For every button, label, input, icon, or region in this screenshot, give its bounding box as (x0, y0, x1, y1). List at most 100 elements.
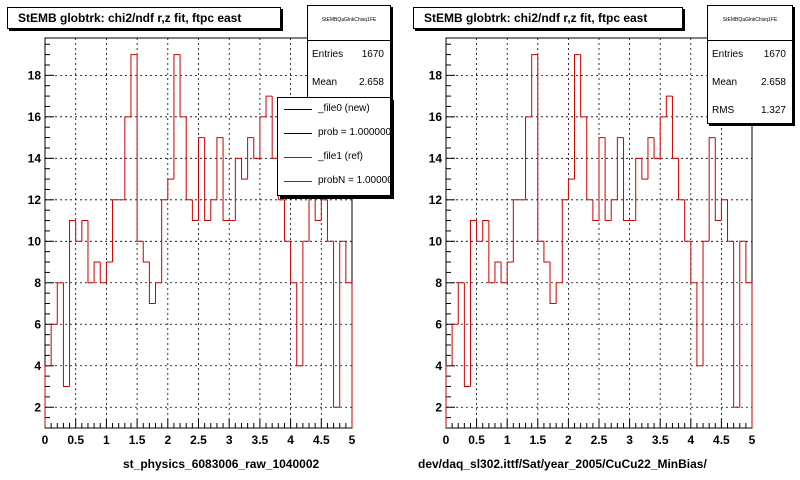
right-histogram-bin (635, 157, 642, 221)
left-histogram-bin (44, 365, 52, 428)
left-x-tick-label: 2 (164, 433, 171, 447)
right-y-tick-label: 2 (435, 400, 442, 414)
left-x-tick-label: 4 (287, 433, 294, 447)
right-histogram-bin (604, 137, 612, 222)
left-histogram-bin (155, 282, 162, 304)
left-histogram-bin (99, 262, 107, 284)
right-histogram-bin (549, 262, 557, 305)
right-y-tick-label: 10 (429, 234, 443, 248)
stats-value: 2.658 (760, 77, 786, 88)
left-histogram-bin (130, 54, 138, 117)
right-y-tick-label: 14 (429, 151, 443, 165)
left-histogram-bin (50, 323, 58, 366)
left-histogram-bin (210, 199, 217, 221)
left-histogram-bin (75, 220, 82, 242)
left-histogram-bin (271, 96, 279, 159)
left-histogram-bin (161, 199, 168, 283)
stats-label: Mean (312, 77, 338, 88)
left-histogram-bin (247, 137, 254, 180)
stats-label: Entries (712, 49, 744, 60)
left-x-tick-label: 1.5 (129, 433, 146, 447)
legend-label: probN = 1.000000 (318, 175, 391, 186)
legend-swatch (284, 181, 312, 182)
right-x-tick-label: 5 (749, 433, 756, 447)
left-histogram-bin (105, 261, 113, 283)
left-histogram-bin (148, 262, 156, 305)
right-histogram-bin (708, 137, 716, 242)
left-histogram-bin (333, 241, 340, 408)
right-histogram-bin (592, 199, 599, 222)
left-histogram-title: StEMB globtrk: chi2/ndf r,z fit, ftpc ea… (7, 7, 281, 29)
left-y-tick-label: 2 (34, 400, 41, 414)
left-histogram-bin (290, 241, 297, 284)
left-histogram-bin (302, 240, 310, 366)
legend-entry-file1: _file1 (ref) (278, 146, 390, 170)
right-histogram-bin (714, 137, 722, 222)
right-y-tick-label: 6 (435, 317, 442, 331)
right-histogram-bin (616, 137, 624, 200)
left-histogram-bin (222, 137, 230, 222)
right-histogram-bin (696, 282, 704, 367)
right-histogram-bin (598, 137, 606, 221)
left-histogram-bin (173, 54, 181, 180)
right-histogram-bin (555, 282, 563, 304)
right-histogram-bin (567, 178, 575, 200)
left-histogram-bin (142, 241, 150, 263)
left-histogram-bin (69, 220, 76, 387)
legend-swatch (284, 133, 312, 134)
right-histogram-bin (653, 137, 661, 159)
right-y-tick-label: 4 (435, 359, 442, 373)
right-histogram-bin (476, 220, 483, 242)
legend-swatch (284, 109, 312, 110)
right-histogram-bin (659, 116, 667, 159)
legend-label: _file0 (new) (318, 103, 370, 114)
left-histogram-bin (136, 54, 144, 242)
right-histogram-bin (469, 220, 477, 387)
right-stats-header: StEMBQaGlnkChisq1FE (708, 6, 792, 41)
right-histogram-bin (647, 137, 655, 180)
right-y-tick-label: 18 (429, 68, 443, 82)
left-histogram-bin (240, 158, 248, 180)
right-histogram-bin (494, 261, 502, 283)
left-histogram-bin (62, 282, 70, 388)
legend-label: _file1 (ref) (318, 151, 364, 162)
right-histogram-bin (506, 261, 514, 283)
left-y-tick-label: 18 (28, 68, 42, 82)
left-histogram-bin (265, 95, 273, 117)
right-histogram-bin (727, 199, 734, 242)
left-x-tick-label: 3 (226, 433, 233, 447)
right-histogram-bin (733, 241, 740, 408)
right-histogram-bin (720, 199, 728, 221)
left-histogram-bin (124, 116, 131, 200)
right-histogram-bin (574, 54, 581, 180)
left-x-tick-label: 4.5 (313, 433, 330, 447)
right-histogram-bin (665, 95, 673, 117)
right-histogram-bin (641, 158, 648, 180)
left-histogram-bin (81, 220, 88, 242)
right-x-axis-label: dev/daq_sl302.ittf/Sat/year_2005/CuCu22_… (418, 457, 707, 471)
left-histogram-bin (112, 199, 119, 263)
left-y-tick-label: 16 (28, 110, 42, 124)
right-histogram-bin (482, 220, 489, 242)
left-histogram-bin (234, 157, 242, 221)
left-legend: _file0 (new) prob = 1.000000 _file1 (ref… (277, 97, 391, 196)
right-x-tick-label: 3 (626, 433, 633, 447)
right-histogram-bin (500, 262, 508, 284)
right-histogram-bin (531, 54, 538, 117)
left-histogram-bin (326, 199, 334, 242)
right-histogram-bin (537, 54, 544, 242)
right-histogram-bin (463, 282, 471, 388)
left-histogram-bin (216, 137, 224, 200)
left-x-axis-label: st_physics_6083006_raw_1040002 (123, 457, 320, 471)
left-stats-header: StEMBQaGlnkChisq1FE (308, 6, 390, 41)
right-x-tick-label: 3.5 (652, 433, 669, 447)
right-histogram-bin (488, 220, 495, 284)
stats-value: 1670 (763, 49, 786, 60)
stats-value: 1670 (361, 49, 384, 60)
right-histogram-bin (586, 116, 593, 201)
left-stats-entries: Entries 1670 (308, 41, 390, 69)
right-histogram-bin (610, 199, 618, 221)
left-histogram-bin (296, 282, 303, 367)
legend-entry-file0: _file0 (new) (278, 98, 390, 122)
left-y-tick-label: 14 (28, 151, 42, 165)
